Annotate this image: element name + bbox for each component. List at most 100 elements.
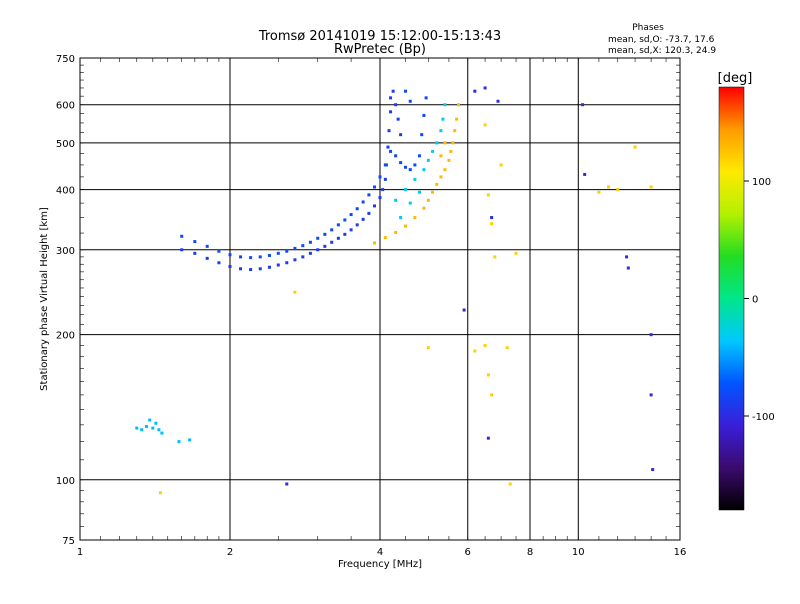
data-point [301, 244, 305, 248]
series-5 [158, 123, 653, 495]
data-point [439, 129, 443, 133]
data-point [285, 261, 289, 265]
data-points [135, 86, 655, 495]
data-point [308, 240, 312, 244]
data-point [373, 241, 377, 245]
x-tick-label: 4 [377, 547, 383, 558]
data-point [336, 236, 340, 240]
data-point [389, 149, 393, 153]
x-axis-label: Frequency [MHz] [338, 559, 422, 570]
series-3 [373, 103, 461, 245]
data-point [483, 343, 487, 347]
data-point [249, 256, 253, 260]
data-point [431, 190, 435, 194]
data-point [626, 266, 630, 270]
data-point [597, 190, 601, 194]
data-point [399, 161, 403, 165]
data-point [449, 149, 453, 153]
data-point [330, 240, 334, 244]
data-point [177, 440, 181, 444]
data-point [228, 253, 232, 257]
data-point [413, 163, 417, 167]
x-tick-label: 1 [77, 547, 83, 558]
x-tick-label: 6 [465, 547, 471, 558]
data-point [399, 216, 403, 220]
data-point [285, 482, 289, 486]
colorbar-tick-label: 100 [752, 177, 771, 188]
data-point [383, 236, 387, 240]
stats-heading: Phases [632, 23, 664, 33]
data-point [486, 373, 490, 377]
data-point [473, 349, 477, 353]
data-point [483, 123, 487, 127]
data-point [408, 201, 412, 205]
data-point [394, 198, 398, 202]
data-point [343, 218, 347, 222]
data-point [361, 217, 365, 221]
data-point [140, 428, 144, 432]
data-point [633, 145, 637, 149]
x-tick-label: 16 [674, 547, 687, 558]
data-point [514, 251, 518, 255]
chart-title: Tromsø 20141019 15:12:00-15:13:43 [258, 29, 501, 44]
data-point [145, 424, 149, 428]
y-tick-label: 500 [56, 139, 75, 150]
data-point [453, 129, 457, 133]
data-point [355, 223, 359, 227]
data-point [158, 491, 162, 495]
data-point [496, 99, 500, 103]
y-tick-label: 750 [56, 54, 75, 65]
data-point [483, 86, 487, 90]
data-point [394, 103, 398, 107]
data-point [403, 188, 407, 192]
data-point [293, 258, 297, 262]
data-point [157, 428, 161, 432]
data-point [148, 418, 152, 422]
data-point [616, 188, 620, 192]
data-point [135, 426, 139, 430]
data-point [154, 421, 158, 425]
data-point [323, 232, 327, 236]
data-point [301, 255, 305, 259]
data-point [490, 216, 494, 220]
y-tick-label: 300 [56, 246, 75, 257]
data-point [435, 182, 439, 186]
data-point [486, 193, 490, 197]
data-point [276, 251, 280, 255]
x-tick-label: 2 [227, 547, 233, 558]
data-point [217, 261, 221, 265]
data-point [426, 158, 430, 162]
data-point [383, 177, 387, 181]
data-point [258, 267, 262, 271]
data-point [508, 482, 512, 486]
data-point [343, 232, 347, 236]
data-point [394, 154, 398, 158]
data-point [435, 141, 439, 145]
stats-o-mode: mean, sd,O: -73.7, 17.6 [608, 35, 715, 45]
data-point [625, 255, 629, 259]
colorbar [718, 86, 745, 511]
data-point [422, 206, 426, 210]
data-point [205, 256, 209, 260]
data-point [160, 431, 164, 435]
data-point [361, 200, 365, 204]
data-point [316, 236, 320, 240]
data-point [267, 253, 271, 257]
data-point [457, 103, 461, 107]
data-point [389, 110, 393, 114]
colorbar-ticks: 100 0 -100 [744, 177, 775, 423]
data-point [391, 89, 395, 93]
data-point [193, 251, 197, 255]
x-tick-label: 10 [572, 547, 585, 558]
stats-x-mode: mean, sd,X: 120.3, 24.9 [608, 46, 716, 56]
y-tick-label: 200 [56, 331, 75, 342]
data-point [499, 163, 503, 167]
data-point [413, 216, 417, 220]
y-axis-label: Stationary phase Virtual Height [km] [39, 207, 50, 391]
data-point [505, 346, 509, 350]
data-point [455, 117, 459, 121]
data-point [651, 468, 655, 472]
data-point [473, 89, 477, 93]
data-point [583, 172, 587, 176]
